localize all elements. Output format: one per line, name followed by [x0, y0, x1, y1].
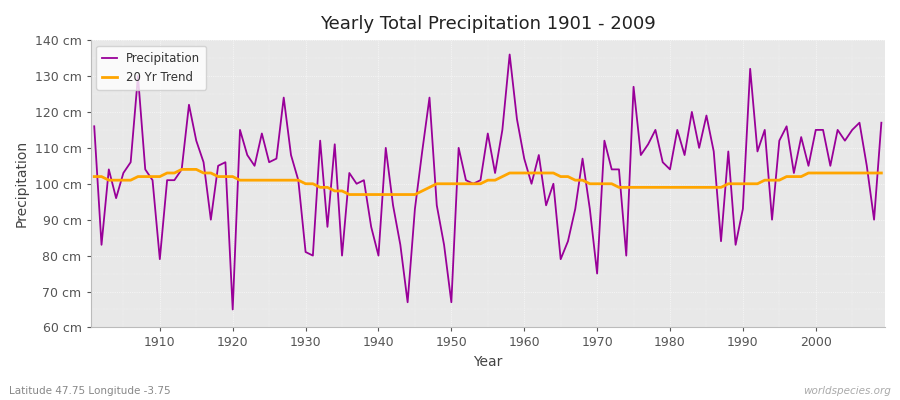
Title: Yearly Total Precipitation 1901 - 2009: Yearly Total Precipitation 1901 - 2009: [320, 15, 656, 33]
Precipitation: [534, 153, 544, 158]
Text: Latitude 47.75 Longitude -3.75: Latitude 47.75 Longitude -3.75: [9, 386, 171, 396]
X-axis label: Year: Year: [473, 355, 502, 369]
20 Yr Trend: [89, 174, 100, 179]
20 Yr Trend: [526, 170, 537, 175]
20 Yr Trend: [147, 174, 158, 179]
Y-axis label: Precipitation: Precipitation: [15, 140, 29, 227]
20 Yr Trend: [176, 167, 187, 172]
20 Yr Trend: [344, 192, 355, 197]
20 Yr Trend: [621, 185, 632, 190]
Precipitation: [504, 52, 515, 57]
Line: Precipitation: Precipitation: [94, 54, 881, 310]
20 Yr Trend: [365, 192, 376, 197]
Precipitation: [358, 178, 369, 182]
Precipitation: [228, 307, 238, 312]
Precipitation: [876, 120, 886, 125]
Precipitation: [621, 253, 632, 258]
20 Yr Trend: [315, 185, 326, 190]
Precipitation: [147, 178, 158, 182]
Line: 20 Yr Trend: 20 Yr Trend: [94, 169, 881, 194]
20 Yr Trend: [534, 170, 544, 175]
Precipitation: [89, 124, 100, 129]
Precipitation: [315, 138, 326, 143]
20 Yr Trend: [876, 170, 886, 175]
Text: worldspecies.org: worldspecies.org: [803, 386, 891, 396]
Legend: Precipitation, 20 Yr Trend: Precipitation, 20 Yr Trend: [96, 46, 206, 90]
Precipitation: [526, 181, 537, 186]
